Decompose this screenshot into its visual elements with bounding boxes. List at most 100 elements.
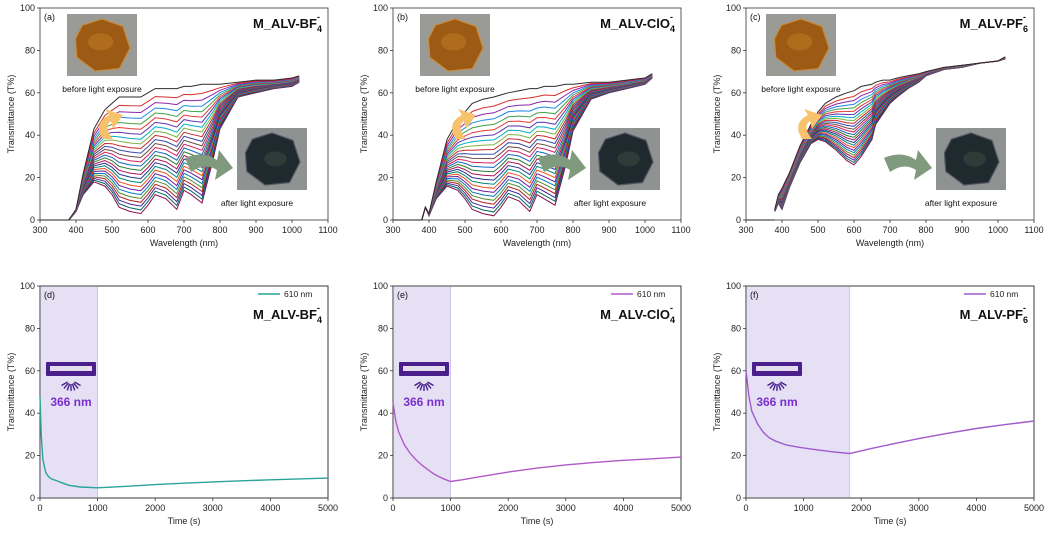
x-tick-label: 4000 — [613, 503, 633, 513]
lamp-ray — [426, 382, 432, 389]
x-tick-label: 1000 — [441, 503, 461, 513]
chart-panel-c: 300 400 500 600 700 800 900 1000 1100 0 20 40 60 80 10… — [712, 3, 1044, 248]
panel-title: M_ALV-ClO4- — [600, 12, 675, 34]
x-tick-label: 500 — [457, 225, 472, 235]
curved-arrow-icon — [99, 109, 123, 139]
x-tick-label: 300 — [738, 225, 753, 235]
x-tick-label: 800 — [565, 225, 580, 235]
x-axis-label: Wavelength (nm) — [503, 238, 571, 248]
curved-arrow-icon — [452, 109, 476, 139]
y-tick-label: 20 — [731, 173, 741, 183]
x-tick-label: 1000 — [988, 225, 1008, 235]
after-sample-photo-highlight — [264, 151, 287, 167]
y-tick-label: 100 — [20, 281, 35, 291]
lamp-tube — [50, 366, 92, 371]
lamp-ray — [73, 382, 79, 389]
y-tick-label: 20 — [25, 451, 35, 461]
spectrum-line-5 — [421, 74, 653, 221]
y-tick-label: 0 — [383, 493, 388, 503]
y-tick-label: 40 — [378, 408, 388, 418]
x-tick-label: 900 — [248, 225, 263, 235]
chart-panel-b: 300 400 500 600 700 800 900 1000 1100 0 20 40 60 80 10… — [359, 3, 691, 248]
curved-arrow-icon — [884, 150, 932, 180]
x-axis-label: Time (s) — [521, 516, 554, 526]
y-tick-label: 100 — [726, 281, 741, 291]
y-tick-label: 40 — [25, 130, 35, 140]
panel-label: (d) — [44, 290, 55, 300]
x-tick-label: 2000 — [851, 503, 871, 513]
before-label: before light exposure — [62, 84, 142, 94]
plot-frame-top — [392, 285, 682, 499]
after-label: after light exposure — [574, 198, 647, 208]
spectrum-line-8 — [421, 74, 653, 221]
plot-frame-top — [39, 285, 329, 499]
y-tick-label: 60 — [731, 366, 741, 376]
x-tick-label: 1000 — [88, 503, 108, 513]
x-tick-label: 300 — [32, 225, 47, 235]
y-tick-label: 20 — [378, 173, 388, 183]
legend-label: 610 nm — [637, 289, 665, 299]
x-tick-label: 500 — [104, 225, 119, 235]
y-tick-label: 60 — [731, 88, 741, 98]
x-tick-label: 1100 — [318, 225, 337, 235]
x-tick-label: 5000 — [671, 503, 691, 513]
spectrum-line-24 — [421, 77, 653, 221]
y-tick-label: 100 — [20, 3, 35, 13]
y-tick-label: 40 — [378, 130, 388, 140]
spectrum-line-4 — [421, 74, 653, 221]
panel-label: (b) — [397, 12, 408, 22]
panel-title: M_ALV-BF4- — [253, 12, 322, 34]
lamp-tube — [756, 366, 798, 371]
series-line-610nm — [392, 402, 682, 483]
spectrum-line-6 — [421, 74, 653, 221]
x-tick-label: 1100 — [1024, 225, 1043, 235]
series-line-610nm — [745, 370, 1035, 455]
spectrum-line-3 — [421, 73, 653, 221]
lamp-ray — [61, 381, 68, 387]
chart-panel-f: 0 1000 2000 3000 4000 5000 0 20 40 60 80 100 Time (s… — [712, 281, 1044, 526]
spectrum-line-22 — [421, 77, 653, 221]
lamp-ray — [772, 383, 777, 391]
chart-panel-e: 0 1000 2000 3000 4000 5000 0 20 40 60 80 100 Time (s… — [359, 281, 691, 526]
x-axis-label: Time (s) — [168, 516, 201, 526]
irradiation-region — [393, 286, 451, 498]
x-tick-label: 700 — [176, 225, 191, 235]
x-tick-label: 800 — [212, 225, 227, 235]
y-axis-label: Transmittance (T%) — [712, 75, 722, 154]
lamp-ray — [779, 382, 785, 389]
before-sample-photo-highlight — [441, 33, 467, 51]
x-tick-label: 1000 — [282, 225, 302, 235]
y-tick-label: 100 — [373, 3, 388, 13]
after-label: after light exposure — [925, 198, 998, 208]
y-axis-label: Transmittance (T%) — [712, 353, 722, 432]
x-tick-label: 5000 — [1024, 503, 1044, 513]
x-tick-label: 400 — [421, 225, 436, 235]
x-axis-label: Time (s) — [874, 516, 907, 526]
x-tick-label: 1000 — [794, 503, 814, 513]
panel-title: M_ALV-ClO4- — [600, 303, 675, 325]
x-tick-label: 300 — [385, 225, 400, 235]
y-tick-label: 0 — [30, 215, 35, 225]
x-tick-label: 600 — [846, 225, 861, 235]
panel-title: M_ALV-PF6- — [960, 12, 1028, 34]
chart-panel-a: 300 400 500 600 700 800 900 1000 1100 0 20 40 60 80 10… — [6, 3, 338, 248]
spectrum-line-7 — [68, 77, 300, 221]
y-tick-label: 80 — [25, 323, 35, 333]
x-tick-label: 900 — [954, 225, 969, 235]
y-tick-label: 60 — [378, 366, 388, 376]
lamp-ray — [71, 383, 76, 391]
y-tick-label: 80 — [378, 45, 388, 55]
y-tick-label: 80 — [25, 45, 35, 55]
x-tick-label: 0 — [743, 503, 748, 513]
x-tick-label: 3000 — [556, 503, 576, 513]
spectrum-line-11 — [421, 75, 653, 221]
spectrum-line-26 — [421, 77, 653, 221]
y-tick-label: 20 — [25, 173, 35, 183]
spectrum-line-1 — [774, 56, 1006, 210]
x-tick-label: 800 — [918, 225, 933, 235]
lamp-ray — [63, 382, 69, 389]
lamp-label: 366 nm — [50, 395, 91, 409]
y-axis-label: Transmittance (T%) — [6, 75, 16, 154]
y-axis-label: Transmittance (T%) — [6, 353, 16, 432]
lamp-ray — [777, 383, 782, 391]
